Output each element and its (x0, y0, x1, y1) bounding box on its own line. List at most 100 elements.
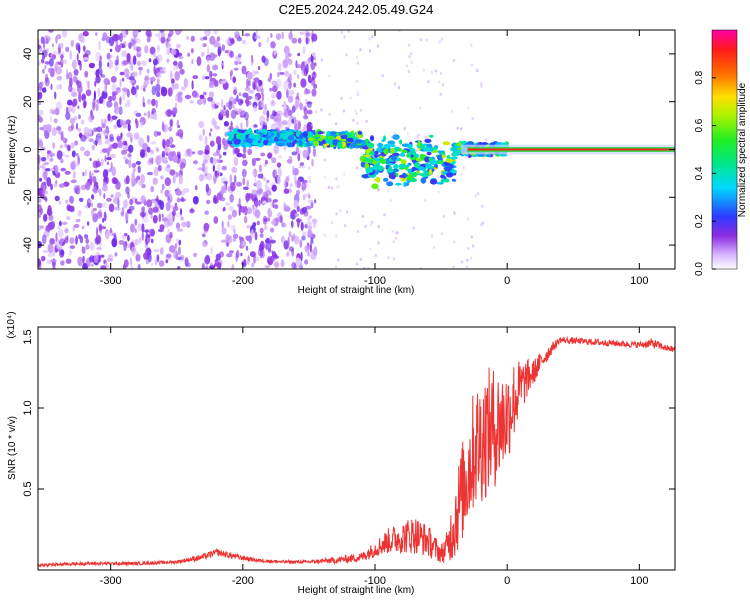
heatmap-cell (480, 223, 483, 227)
snr-series (38, 335, 675, 568)
heatmap-cell (278, 154, 282, 160)
heatmap-cell (77, 105, 80, 110)
heatmap-cell (69, 245, 76, 250)
heatmap-cell (146, 199, 153, 208)
heatmap-cell (92, 176, 97, 183)
heatmap-cell (327, 130, 331, 136)
heatmap-cell (465, 265, 469, 269)
heatmap-cell (352, 118, 355, 122)
heatmap-cell (406, 153, 411, 158)
heatmap-cell (264, 265, 271, 269)
heatmap-cell (177, 266, 181, 269)
heatmap-cell (78, 234, 82, 240)
heatmap-cell (254, 199, 259, 208)
heatmap-cell (102, 184, 108, 192)
heatmap-cell (429, 159, 438, 165)
heatmap-cell (149, 76, 156, 82)
heatmap-cell (70, 161, 76, 171)
heatmap-cell (472, 244, 475, 248)
heatmap-cell (241, 159, 248, 167)
heatmap-cell (201, 75, 206, 81)
heatmap-cell (152, 206, 159, 213)
heatmap-cell (440, 174, 446, 179)
heatmap-cell (107, 62, 110, 68)
heatmap-cell (412, 226, 415, 230)
heatmap-cell (109, 136, 115, 142)
heatmap-cell (423, 146, 431, 152)
heatmap-cell (299, 162, 305, 166)
heatmap-cell (299, 102, 304, 111)
heatmap-cell (176, 197, 181, 203)
heatmap-cell (170, 48, 177, 56)
heatmap-cell (146, 134, 150, 143)
heatmap-cell (271, 184, 277, 192)
heatmap-cell (224, 50, 229, 54)
heatmap-cell (40, 255, 46, 262)
heatmap-cell (159, 247, 164, 255)
heatmap-cell (299, 31, 305, 35)
heatmap-cell (215, 136, 222, 145)
heatmap-cell (251, 142, 259, 146)
heatmap-cell (169, 70, 173, 81)
heatmap-cell (191, 80, 194, 90)
heatmap-cell (306, 109, 313, 115)
heatmap-cell (93, 140, 98, 145)
heatmap-cell (254, 209, 261, 219)
heatmap-cell (166, 164, 171, 169)
heatmap-cell (359, 257, 362, 261)
heatmap-cell (125, 119, 131, 125)
heatmap-cell (220, 62, 224, 66)
heatmap-cell (372, 160, 378, 165)
heatmap-cell (284, 70, 290, 77)
heatmap-cell (129, 198, 133, 206)
heatmap-cell (220, 239, 228, 243)
heatmap-cell (314, 110, 318, 114)
x-tick-label: -300 (100, 275, 122, 287)
heatmap-cell (122, 60, 129, 66)
heatmap-cell (405, 164, 410, 168)
heatmap-cell (165, 139, 170, 148)
heatmap-cell (75, 42, 81, 51)
heatmap-cell (398, 164, 407, 169)
heatmap-cell (485, 154, 490, 157)
heatmap-cell (297, 153, 301, 162)
heatmap-cell (304, 245, 310, 253)
heatmap-cell (222, 206, 226, 212)
heatmap-cell (437, 80, 441, 84)
heatmap-cells (38, 30, 675, 269)
heatmap-cell (176, 151, 181, 159)
heatmap-cell (273, 49, 277, 56)
heatmap-cell (231, 264, 235, 269)
heatmap-cell (207, 96, 214, 102)
heatmap-cell (158, 213, 162, 223)
heatmap-cell (75, 153, 79, 157)
heatmap-cell (260, 152, 266, 157)
heatmap-cell (40, 36, 45, 44)
heatmap-cell (388, 166, 393, 170)
heatmap-cell (241, 39, 247, 45)
heatmap-cell (172, 107, 178, 115)
heatmap-cell (96, 246, 102, 251)
heatmap-cell (296, 64, 302, 69)
heatmap-cell (434, 69, 438, 73)
heatmap-cell (255, 30, 258, 36)
heatmap-cell (251, 70, 257, 77)
heatmap-cell (270, 132, 275, 137)
heatmap-cell (302, 194, 306, 201)
heatmap-cell (160, 36, 166, 44)
heatmap-cell (323, 233, 326, 237)
heatmap-cell (214, 170, 220, 178)
heatmap-cell (112, 142, 119, 149)
heatmap-cell (77, 128, 82, 132)
heatmap-cell (128, 76, 135, 81)
heatmap-cell (141, 60, 148, 66)
heatmap-cell (202, 165, 206, 173)
colorbar-tick-label: 0.8 (694, 70, 705, 84)
heatmap-cell (153, 130, 159, 137)
heatmap-cell (448, 163, 454, 169)
heatmap-cell (331, 221, 334, 225)
heatmap-cell (383, 213, 386, 217)
colorbar-tick-label: 0.2 (694, 214, 705, 228)
heatmap-cell (175, 189, 182, 196)
